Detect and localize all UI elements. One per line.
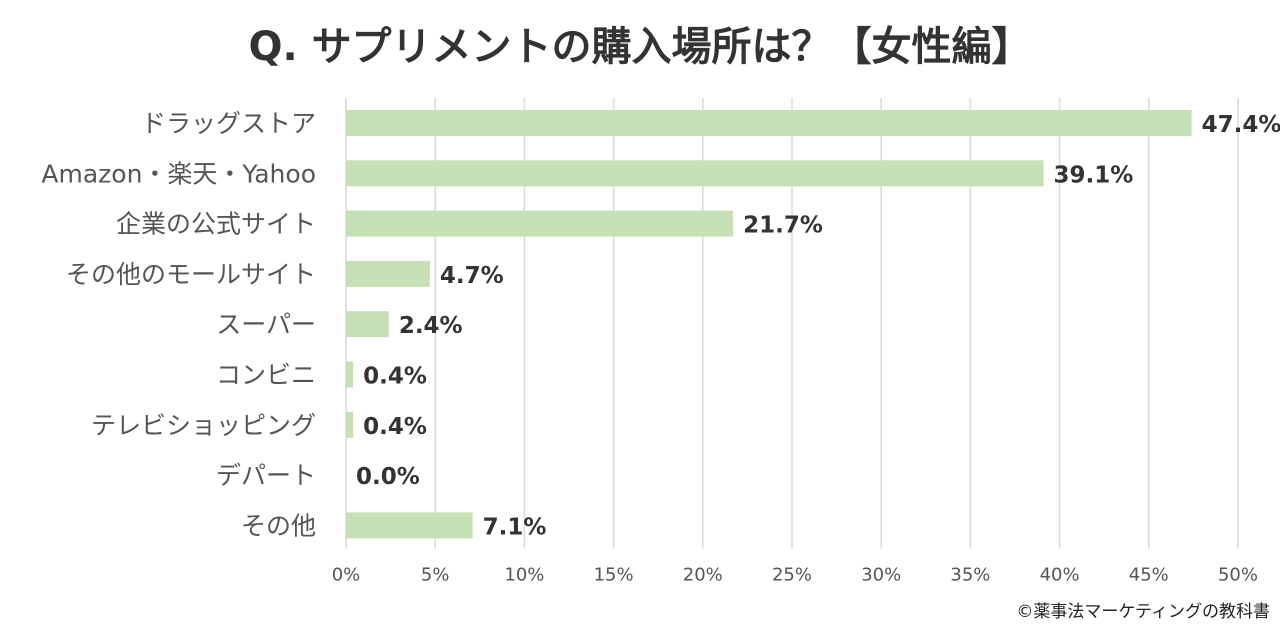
x-tick-label: 15% bbox=[594, 565, 634, 586]
x-tick-label: 40% bbox=[1040, 565, 1080, 586]
category-labels: ドラッグストア Amazon・楽天・Yahoo 企業の公式サイトその他のモールサイト… bbox=[41, 109, 316, 540]
bar bbox=[346, 411, 354, 438]
value-label: 0.0% bbox=[356, 464, 420, 490]
bar bbox=[346, 210, 734, 237]
x-tick-label: 45% bbox=[1129, 565, 1169, 586]
x-tick-label: 50% bbox=[1218, 565, 1258, 586]
bar bbox=[346, 110, 1192, 136]
copyright-credit: ©薬事法マーケティングの教科書 bbox=[1016, 602, 1270, 622]
category-label: テレビショッピング bbox=[91, 411, 316, 440]
x-tick-label: 10% bbox=[504, 565, 544, 586]
value-label: 7.1% bbox=[483, 514, 547, 540]
category-label: Amazon・楽天・Yahoo bbox=[41, 159, 316, 188]
value-label: 21.7% bbox=[743, 213, 823, 239]
bar bbox=[346, 160, 1044, 187]
value-label: 39.1% bbox=[1054, 162, 1134, 188]
x-tick-label: 30% bbox=[861, 565, 901, 586]
category-label: スーパー bbox=[216, 310, 316, 339]
category-label: 企業の公式サイト bbox=[116, 210, 316, 239]
category-label: コンビニ bbox=[216, 361, 316, 390]
category-label: その他のモールサイト bbox=[66, 260, 316, 289]
bar bbox=[346, 311, 389, 338]
x-tick-label: 20% bbox=[683, 565, 723, 586]
value-label: 0.4% bbox=[363, 414, 427, 440]
x-tick-label: 0% bbox=[332, 565, 361, 586]
x-tick-label: 5% bbox=[421, 565, 450, 586]
value-label: 0.4% bbox=[363, 364, 427, 390]
value-label: 47.4% bbox=[1202, 112, 1280, 138]
x-tick-label: 25% bbox=[772, 565, 812, 586]
value-label: 2.4% bbox=[399, 313, 463, 339]
bar bbox=[346, 260, 430, 287]
bar bbox=[346, 361, 354, 388]
category-label: デパート bbox=[216, 461, 316, 490]
value-label: 4.7% bbox=[440, 263, 504, 289]
category-label: ドラッグストア bbox=[141, 109, 316, 138]
bars bbox=[346, 110, 1192, 539]
chart-title: Q. サプリメントの購入場所は？【女性編】 bbox=[248, 24, 1032, 70]
value-labels: 47.4% 39.1% 21.7% 4.7% 2.4% 0.4% 0.4% 0.0% 7.1% bbox=[356, 112, 1280, 540]
bar bbox=[346, 512, 473, 539]
category-label: その他 bbox=[241, 511, 316, 540]
x-axis-tick-labels: 0% 5% 10% 15% 20% 25% 30% 35% 40% 45% 50% bbox=[332, 565, 1258, 586]
x-tick-label: 35% bbox=[950, 565, 990, 586]
